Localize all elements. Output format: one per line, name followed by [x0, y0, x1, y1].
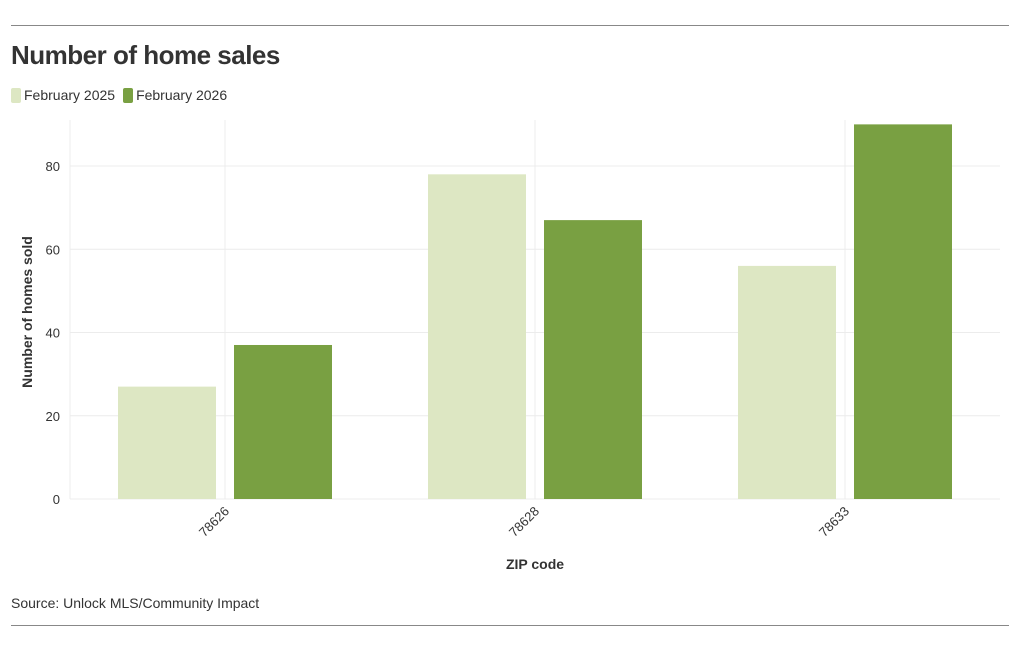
x-tick-label: 78633 [816, 504, 852, 540]
x-tick-label: 78626 [196, 504, 232, 540]
legend-swatch-feb-2025 [11, 87, 21, 103]
bottom-divider [11, 625, 1009, 626]
legend-label: February 2025 [24, 87, 116, 103]
source-note: Source: Unlock MLS/Community Impact [11, 595, 260, 611]
legend-swatch-feb-2026 [123, 87, 134, 103]
x-tick-label: 78628 [506, 504, 542, 540]
y-tick-label: 0 [53, 492, 60, 507]
bar-78628-feb-2025 [428, 174, 526, 499]
legend-item-feb-2025[interactable]: February 2025 [11, 87, 115, 103]
top-divider [11, 25, 1009, 26]
legend: February 2025 February 2026 [11, 87, 227, 103]
y-tick-label: 80 [46, 159, 60, 174]
bar-78633-feb-2025 [738, 265, 836, 499]
bar-78633-feb-2026 [854, 124, 952, 499]
y-tick-label: 60 [46, 242, 60, 257]
legend-label: February 2026 [136, 87, 228, 103]
bar-78628-feb-2026 [544, 220, 642, 500]
y-tick-label: 40 [46, 326, 60, 341]
y-axis-title: Number of homes sold [19, 236, 35, 388]
y-tick-label: 20 [46, 409, 60, 424]
legend-item-feb-2026[interactable]: February 2026 [123, 87, 227, 103]
bar-78626-feb-2026 [234, 344, 332, 499]
chart-title: Number of home sales [11, 40, 280, 70]
bar-78626-feb-2025 [118, 386, 216, 499]
x-axis-title: ZIP code [506, 556, 564, 572]
